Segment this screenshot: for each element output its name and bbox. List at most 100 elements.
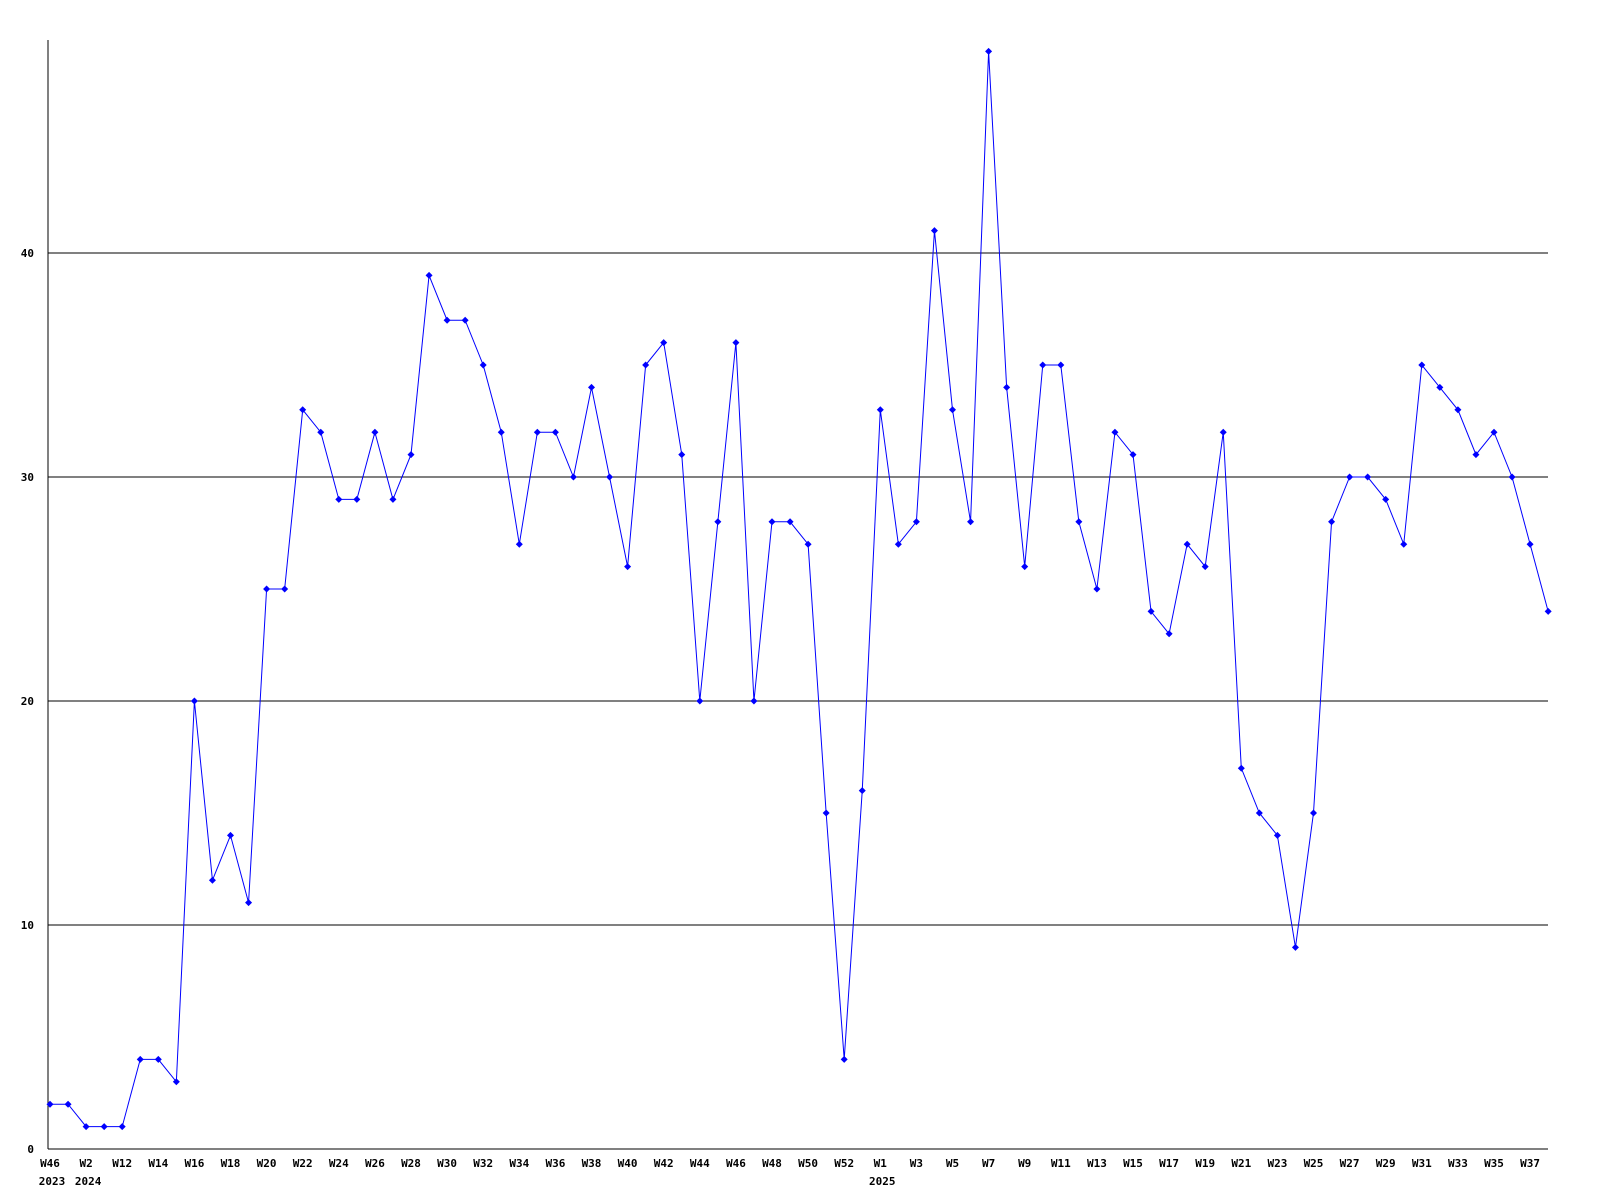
data-point: [696, 697, 704, 705]
data-point: [840, 1055, 848, 1063]
x-tick-label: W33: [1448, 1157, 1468, 1170]
x-tick-label: W3: [910, 1157, 923, 1170]
x-tick-label: W17: [1159, 1157, 1179, 1170]
data-point: [569, 473, 577, 481]
data-point: [100, 1123, 108, 1131]
y-tick-label: 0: [27, 1143, 34, 1156]
data-point: [786, 518, 794, 526]
x-tick-label: W35: [1484, 1157, 1504, 1170]
data-point: [208, 876, 216, 884]
data-point: [1075, 518, 1083, 526]
x-tick-year-label: 2025: [869, 1175, 896, 1188]
data-point: [1328, 518, 1336, 526]
data-point: [443, 316, 451, 324]
x-tick-label: W22: [293, 1157, 313, 1170]
data-point: [1436, 383, 1444, 391]
data-point: [46, 1100, 54, 1108]
x-tick-label: W38: [582, 1157, 602, 1170]
data-point: [335, 495, 343, 503]
data-point: [136, 1055, 144, 1063]
data-point: [858, 787, 866, 795]
data-point: [606, 473, 614, 481]
x-tick-label: W13: [1087, 1157, 1107, 1170]
data-point: [172, 1078, 180, 1086]
data-point: [1364, 473, 1372, 481]
x-tick-label: W18: [221, 1157, 241, 1170]
data-point: [299, 406, 307, 414]
data-point: [1418, 361, 1426, 369]
data-point: [317, 428, 325, 436]
data-point: [930, 227, 938, 235]
data-point: [281, 585, 289, 593]
data-point: [642, 361, 650, 369]
data-point: [822, 809, 830, 817]
data-point: [804, 540, 812, 548]
data-point: [1021, 563, 1029, 571]
data-point: [263, 585, 271, 593]
data-point: [407, 451, 415, 459]
x-tick-label: W46: [726, 1157, 746, 1170]
data-point: [533, 428, 541, 436]
data-point: [660, 339, 668, 347]
data-point: [1382, 495, 1390, 503]
x-tick-label: W9: [1018, 1157, 1031, 1170]
data-point: [371, 428, 379, 436]
x-tick-label: W42: [654, 1157, 674, 1170]
data-point: [1039, 361, 1047, 369]
data-point: [1472, 451, 1480, 459]
y-tick-label: 10: [21, 919, 34, 932]
x-tick-year-label: 2023: [39, 1175, 66, 1188]
data-point: [1400, 540, 1408, 548]
x-tick-label: W32: [473, 1157, 493, 1170]
y-tick-label: 40: [21, 247, 34, 260]
x-tick-label: W11: [1051, 1157, 1071, 1170]
y-tick-label: 30: [21, 471, 34, 484]
x-tick-label: W44: [690, 1157, 710, 1170]
x-tick-label: W12: [112, 1157, 132, 1170]
data-point: [1490, 428, 1498, 436]
data-line: [50, 51, 1549, 1128]
data-point: [82, 1123, 90, 1131]
data-point: [118, 1123, 126, 1131]
data-point: [1057, 361, 1065, 369]
data-point: [1165, 630, 1173, 638]
data-point: [497, 428, 505, 436]
data-point: [353, 495, 361, 503]
data-point: [479, 361, 487, 369]
data-point: [1129, 451, 1137, 459]
x-tick-label: W16: [184, 1157, 204, 1170]
data-point: [894, 540, 902, 548]
data-point: [515, 540, 523, 548]
x-tick-label: W46: [40, 1157, 60, 1170]
data-point: [624, 563, 632, 571]
data-point: [949, 406, 956, 414]
x-tick-label: W28: [401, 1157, 421, 1170]
data-point: [1093, 585, 1101, 593]
data-point: [876, 406, 884, 414]
x-tick-label: W50: [798, 1157, 818, 1170]
x-tick-label: W37: [1520, 1157, 1540, 1170]
data-point: [1183, 540, 1191, 548]
x-tick-label: W7: [982, 1157, 995, 1170]
x-tick-label: W27: [1340, 1157, 1360, 1170]
data-point: [227, 831, 234, 839]
data-point: [1508, 473, 1516, 481]
x-tick-label: W31: [1412, 1157, 1432, 1170]
data-point: [389, 495, 397, 503]
x-tick-label: W34: [509, 1157, 529, 1170]
x-tick-year-label: 2024: [75, 1175, 102, 1188]
x-tick-label: W25: [1304, 1157, 1324, 1170]
data-point: [1219, 428, 1227, 436]
x-tick-label: W23: [1267, 1157, 1287, 1170]
data-point: [245, 899, 253, 907]
data-point: [425, 271, 433, 279]
x-tick-label: W14: [148, 1157, 168, 1170]
data-point: [1237, 764, 1245, 772]
x-tick-label: W2: [79, 1157, 92, 1170]
data-point: [1526, 540, 1534, 548]
data-point: [1201, 563, 1209, 571]
x-tick-label: W15: [1123, 1157, 1143, 1170]
x-tick-label: W20: [257, 1157, 277, 1170]
x-tick-label: W24: [329, 1157, 349, 1170]
